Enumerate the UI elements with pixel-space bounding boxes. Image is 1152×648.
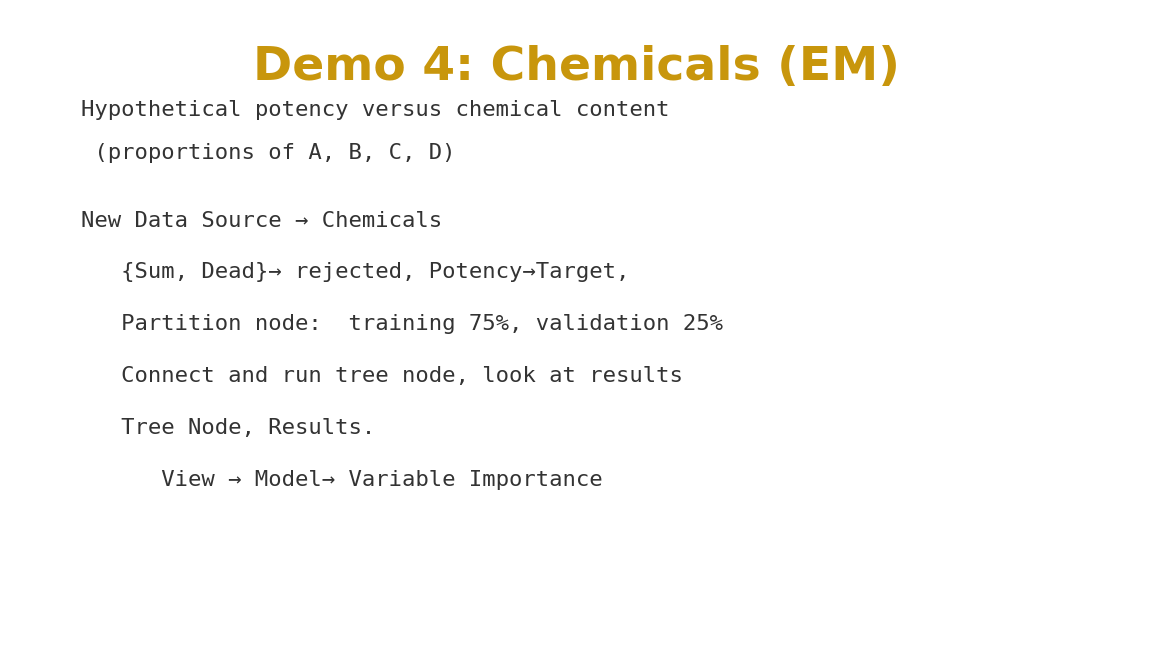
Text: View → Model→ Variable Importance: View → Model→ Variable Importance: [81, 470, 602, 490]
Text: Partition node:  training 75%, validation 25%: Partition node: training 75%, validation…: [81, 314, 722, 334]
Text: Connect and run tree node, look at results: Connect and run tree node, look at resul…: [81, 366, 682, 386]
Text: New Data Source → Chemicals: New Data Source → Chemicals: [81, 211, 441, 231]
Text: {Sum, Dead}→ rejected, Potency→Target,: {Sum, Dead}→ rejected, Potency→Target,: [81, 262, 629, 283]
Text: Tree Node, Results.: Tree Node, Results.: [81, 418, 374, 438]
Text: (proportions of A, B, C, D): (proportions of A, B, C, D): [81, 143, 455, 163]
Text: Demo 4: Chemicals (EM): Demo 4: Chemicals (EM): [252, 45, 900, 90]
Text: Hypothetical potency versus chemical content: Hypothetical potency versus chemical con…: [81, 100, 669, 121]
